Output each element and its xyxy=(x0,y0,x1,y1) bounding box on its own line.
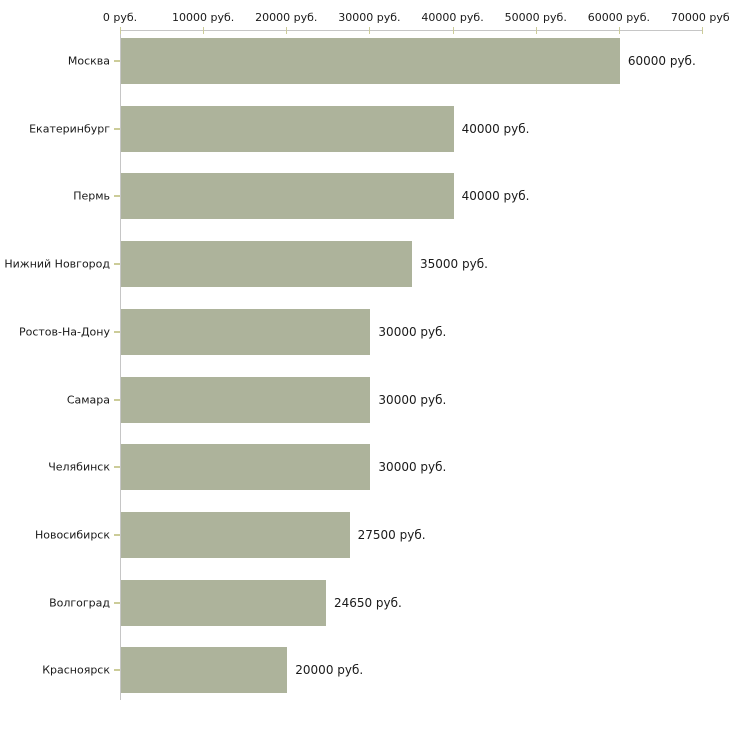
value-label: 60000 руб. xyxy=(627,54,696,68)
value-label: 27500 руб. xyxy=(357,527,426,542)
value-label: 35000 руб. xyxy=(420,257,488,272)
plot-area: Москва 60000 руб. Екатеринбург 40000 руб. Пе… xyxy=(4,27,703,700)
x-tick-label: 50000 руб. xyxy=(504,11,567,24)
category-label: Волгоград xyxy=(49,596,110,610)
bar xyxy=(121,105,454,152)
x-tick-mark xyxy=(535,27,537,34)
category-tick-mark xyxy=(114,195,120,198)
value-label: 20000 руб. xyxy=(295,663,364,678)
x-tick-mark xyxy=(618,27,620,34)
x-tick-label: 40000 руб. xyxy=(421,11,484,24)
x-tick-label: 10000 руб. xyxy=(172,11,235,24)
category-tick-mark xyxy=(114,601,120,604)
value-label: 40000 руб. xyxy=(461,121,530,136)
category-tick-mark xyxy=(114,330,120,333)
bar xyxy=(121,308,371,355)
bar xyxy=(121,38,620,84)
category-label: Екатеринбург xyxy=(29,122,110,136)
category-label: Москва xyxy=(67,54,110,68)
category-tick-mark xyxy=(114,127,120,130)
value-label: 30000 руб. xyxy=(378,460,447,475)
category-tick-mark xyxy=(114,669,120,672)
bar xyxy=(121,173,454,220)
x-tick-mark xyxy=(702,27,703,34)
bar xyxy=(121,647,288,694)
bar xyxy=(121,579,326,626)
x-tick-label: 30000 руб. xyxy=(338,11,401,24)
category-label: Челябинск xyxy=(48,460,110,474)
category-tick-mark xyxy=(114,398,120,401)
category-tick-mark xyxy=(114,533,120,536)
x-tick-mark xyxy=(203,27,205,34)
x-tick-mark xyxy=(286,27,288,34)
x-tick-mark xyxy=(452,27,454,34)
category-tick-mark xyxy=(114,263,120,266)
category-label: Ростов-На-Дону xyxy=(18,325,110,339)
category-label: Пермь xyxy=(73,189,110,203)
value-label: 40000 руб. xyxy=(461,189,530,204)
category-label: Самара xyxy=(66,393,110,406)
category-label: Нижний Новгород xyxy=(4,257,110,271)
x-tick-label: 70000 руб. xyxy=(670,11,730,24)
x-tick-mark xyxy=(369,27,371,34)
bar xyxy=(121,511,350,558)
category-label: Красноярск xyxy=(42,663,110,677)
value-label: 30000 руб. xyxy=(378,392,447,407)
category-tick-mark xyxy=(114,60,120,62)
x-tick-label: 60000 руб. xyxy=(587,11,650,24)
bar xyxy=(121,376,371,423)
bar xyxy=(121,241,412,288)
x-tick-label: 20000 руб. xyxy=(255,11,318,24)
bar xyxy=(121,444,371,491)
category-tick-mark xyxy=(114,466,120,469)
value-label: 24650 руб. xyxy=(333,595,402,610)
x-tick-mark xyxy=(120,27,121,34)
x-tick-label: 0 руб. xyxy=(102,11,138,24)
value-label: 30000 руб. xyxy=(378,324,447,339)
category-label: Новосибирск xyxy=(34,528,110,542)
